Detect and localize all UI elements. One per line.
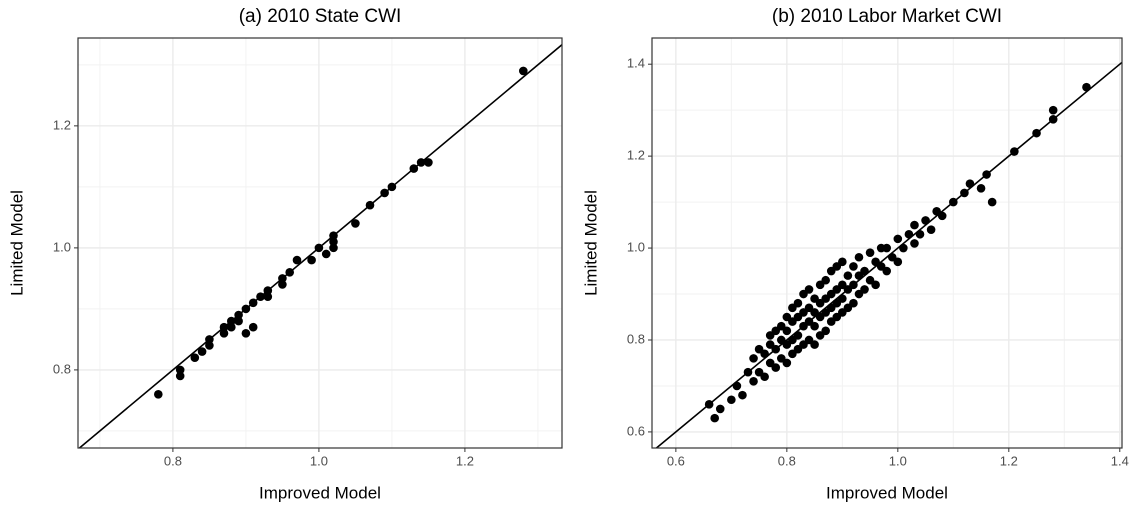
point (926, 225, 936, 234)
y-tick-label: 1.0 (53, 239, 71, 254)
y-tick-label: 1.0 (627, 239, 645, 254)
point (248, 322, 258, 332)
point (882, 243, 892, 253)
point (227, 322, 236, 332)
panel-border (77, 37, 563, 449)
point (871, 280, 880, 290)
x-axis-title: Improved Model (259, 483, 381, 502)
point (771, 363, 781, 372)
x-axis-title: Improved Model (826, 483, 948, 502)
x-tick-label: 0.8 (164, 453, 182, 468)
point (219, 328, 229, 338)
point (205, 341, 214, 350)
point (893, 234, 903, 244)
point (910, 239, 919, 248)
identity-line (78, 43, 562, 448)
point (793, 298, 803, 308)
point (821, 326, 830, 336)
point (351, 219, 360, 228)
point (782, 326, 792, 336)
plot-area (78, 43, 562, 448)
point (278, 280, 287, 289)
point (893, 257, 903, 267)
point (760, 372, 769, 382)
point (849, 262, 858, 271)
x-tick-label: 1.0 (889, 453, 907, 468)
panel: 0.8 1.0 1.2 0.8 1.0 1.2 (a) 2010 State CWI Impr… (7, 6, 563, 502)
point (241, 328, 251, 338)
point (710, 413, 720, 423)
plot-area (655, 61, 1122, 448)
plot-background (78, 38, 562, 448)
x-tick-label: 1.2 (1000, 453, 1018, 468)
y-tick-label: 1.2 (53, 117, 71, 132)
x-tick-label: 1.0 (310, 453, 328, 468)
identity-line (655, 61, 1122, 448)
y-tick-label: 1.4 (627, 56, 645, 71)
point (810, 340, 819, 349)
point (154, 390, 163, 399)
point (860, 285, 869, 294)
y-tick-label: 1.2 (627, 148, 645, 163)
point (197, 347, 207, 356)
point (519, 66, 528, 76)
panel: 0.6 0.8 1.0 1.2 1.4 0.6 0.8 1.0 1.2 1.4 (b) 2010 L… (581, 6, 1129, 502)
point (329, 243, 338, 253)
panel-border (651, 37, 1123, 449)
point (910, 220, 919, 230)
point (749, 377, 758, 386)
point (882, 266, 892, 276)
point (263, 292, 273, 301)
y-axis-title: Limited Model (7, 190, 26, 296)
point (715, 404, 725, 414)
point (804, 285, 814, 294)
point (727, 395, 736, 405)
x-tick-label: 1.4 (1111, 453, 1129, 468)
point (321, 249, 331, 259)
x-tick-label: 1.2 (456, 453, 474, 468)
point (976, 184, 986, 193)
point (782, 358, 792, 368)
point (987, 197, 997, 207)
x-tick-label: 0.6 (667, 453, 685, 468)
point (329, 237, 338, 247)
point (838, 257, 847, 267)
point (738, 390, 747, 400)
chart-title: (b) 2010 Labor Market CWI (772, 6, 1002, 27)
plot-background (652, 38, 1122, 448)
y-axis-title: Limited Model (581, 190, 600, 296)
point (190, 353, 200, 363)
point (849, 298, 858, 308)
point (424, 158, 433, 167)
x-tick-label: 0.8 (778, 453, 796, 468)
point (292, 255, 302, 265)
point (821, 275, 830, 285)
point (749, 354, 758, 363)
chart-title: (a) 2010 State CWI (239, 6, 402, 27)
point (865, 248, 875, 257)
point (307, 255, 316, 265)
point (843, 271, 853, 280)
y-tick-label: 0.8 (627, 331, 645, 346)
point (175, 365, 185, 375)
y-tick-label: 0.8 (53, 361, 71, 376)
point (1048, 105, 1058, 115)
y-tick-label: 0.6 (627, 423, 645, 438)
point (854, 252, 864, 262)
point (234, 316, 243, 326)
point (175, 371, 185, 381)
point (810, 321, 819, 331)
